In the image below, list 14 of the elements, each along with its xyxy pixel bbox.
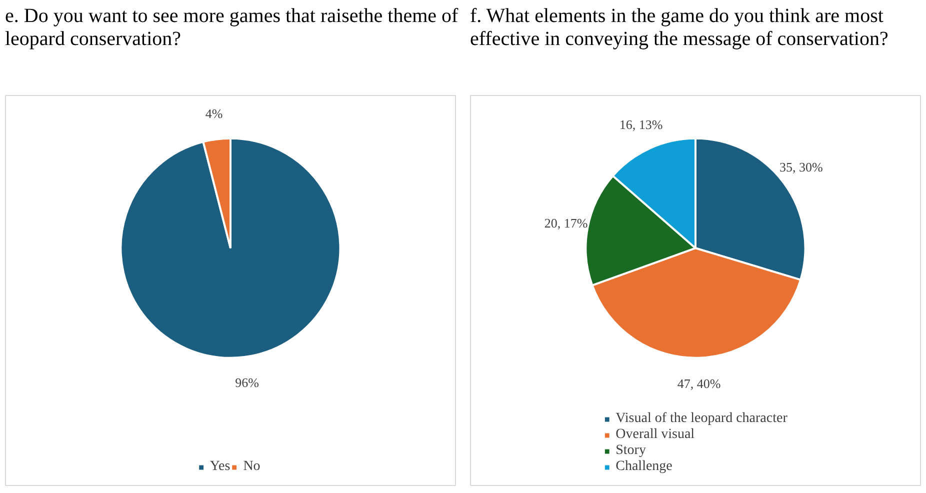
data-label: 47, 40% (677, 376, 721, 392)
data-label: 96% (235, 375, 260, 390)
legend-label: Story (616, 443, 646, 459)
data-label: 4% (205, 106, 223, 122)
chart-title: e. Do you want to see more games that raisethe theme of leopard conservation? (5, 5, 460, 51)
legend-label: Yes (210, 459, 230, 475)
data-label: 16, 13% (619, 117, 663, 132)
data-label: 35, 30% (780, 160, 824, 175)
legend-label: Challenge (616, 459, 672, 475)
chart-title: f. What elements in the game do you think are most effective in conveying the message of conservation? (470, 5, 890, 51)
legend-label: No (243, 459, 262, 475)
legend-label: Visual of the leopard character (616, 411, 788, 427)
data-label: 20, 17% (544, 215, 588, 230)
legend-label: Overall visual (616, 427, 695, 443)
